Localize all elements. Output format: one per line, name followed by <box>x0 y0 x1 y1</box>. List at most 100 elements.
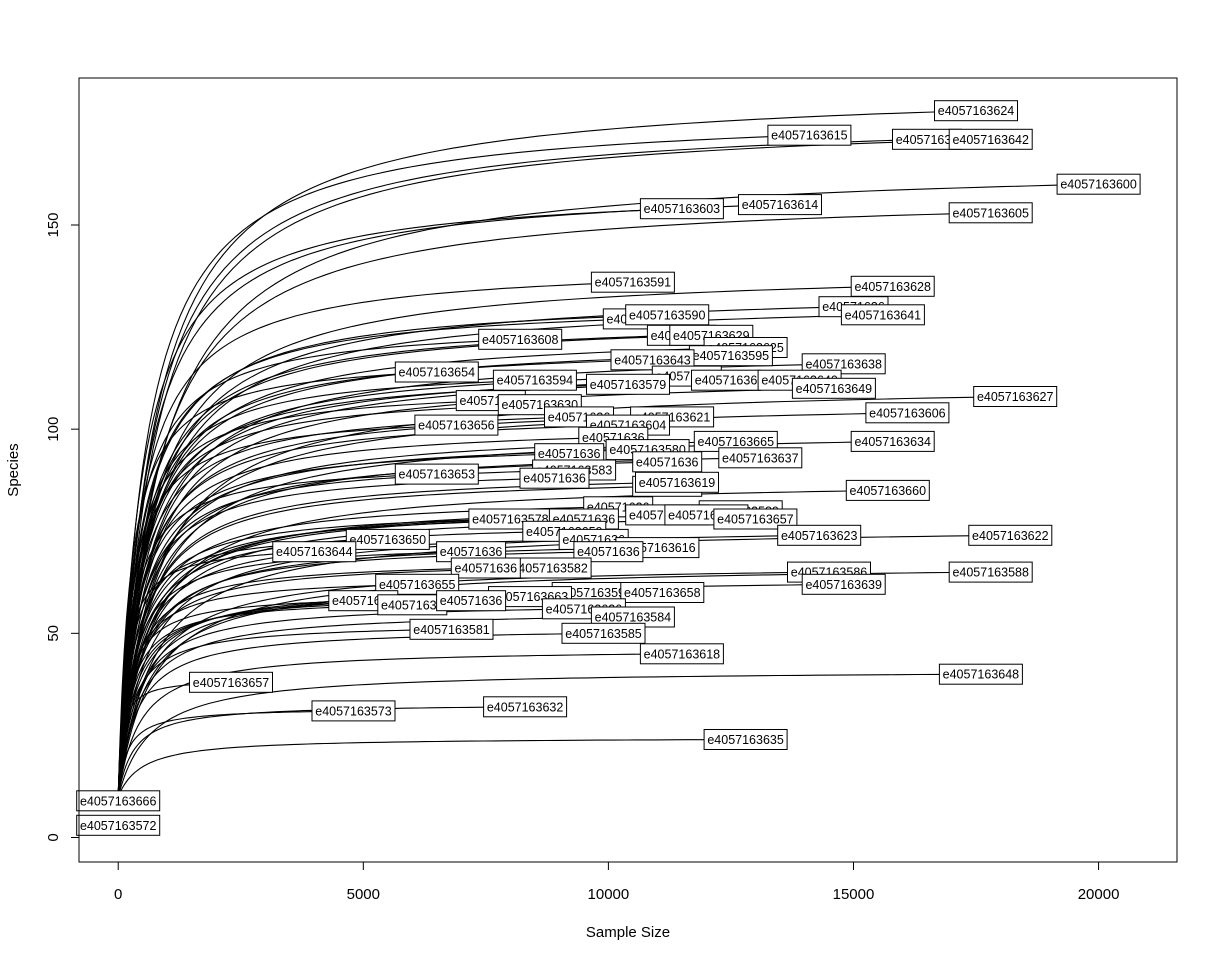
curve-label: e4057163599 <box>551 582 636 603</box>
curve-label: e4057163657 <box>189 671 273 693</box>
curve-label: e4057163660 <box>845 479 930 501</box>
curve-label: e4057163649 <box>791 377 876 399</box>
curve-label-box <box>865 402 950 424</box>
curve-label-box <box>968 524 1053 546</box>
curve-label: e4057163572 <box>76 814 161 836</box>
curve-label: e4057163619 <box>635 471 719 493</box>
rarefaction-curve <box>117 567 550 797</box>
curve-label-text: e4057163599 <box>555 586 632 600</box>
rarefaction-curve <box>117 706 526 797</box>
curve-label-text: e4057163606 <box>869 406 946 420</box>
rarefaction-curve <box>117 424 457 797</box>
curve-label-box <box>311 700 396 722</box>
curve-label-text: e4057163622 <box>972 529 1049 543</box>
curve-label-box <box>573 541 644 563</box>
rarefaction-curve <box>117 371 437 797</box>
curve-label: e4057163579 <box>586 373 670 395</box>
rarefaction-curve <box>117 404 540 797</box>
curve-label-box <box>767 124 852 146</box>
y-axis: 0 50 100 150 <box>45 212 80 842</box>
curve-label-text: e40571636 <box>896 133 959 147</box>
curve-label-box <box>76 790 161 812</box>
curve-label-box <box>635 471 719 493</box>
y-tick-label: 50 <box>45 625 62 642</box>
curve-label-box <box>519 467 590 489</box>
rarefaction-curve <box>117 600 364 797</box>
curve-label-text: e4057163584 <box>595 611 672 625</box>
curve-label-text: e4057163600 <box>1060 178 1137 192</box>
curve-label: e4057163590 <box>625 304 710 326</box>
curve-label-box <box>639 198 724 220</box>
curve-label: e4057163585 <box>561 622 646 644</box>
curve-label-box <box>450 557 521 579</box>
curve-label-text: e40571636 <box>440 594 503 608</box>
curve-label-text: e4057163643 <box>614 353 691 367</box>
curve-label-box <box>394 463 479 485</box>
curve-label: e4057163573 <box>311 700 396 722</box>
curve-label-box <box>590 271 675 293</box>
curve-label-text: e4057163660 <box>850 484 927 498</box>
curve-label: e4057163614 <box>738 194 822 216</box>
curve-label-text: e4057163624 <box>938 104 1015 118</box>
rarefaction-curve <box>117 551 472 797</box>
curve-label-box <box>948 128 1033 150</box>
curve-label-text: e4057163641 <box>845 308 922 322</box>
curve-label-text: e4057163573 <box>315 704 392 718</box>
curve-label: e4057163603 <box>639 198 724 220</box>
curve-label-text: e4057163665 <box>698 435 775 449</box>
curve-label-box <box>850 275 935 297</box>
curve-label: e4057163639 <box>801 573 886 595</box>
rarefaction-curve <box>117 138 991 797</box>
curve-label-text: e4057163634 <box>854 435 931 449</box>
rarefaction-curve <box>117 453 570 797</box>
curve-label: e4057163600 <box>1056 173 1141 195</box>
curve-label: e4057163594 <box>492 369 577 391</box>
rarefaction-curve <box>117 673 981 797</box>
curve-label-box <box>973 386 1058 407</box>
curve-label-text: e4057163653 <box>399 468 476 482</box>
rarefaction-curve <box>117 628 452 797</box>
rarefaction-curve <box>117 591 594 797</box>
curve-label: e40571636 <box>892 128 962 150</box>
curve-label-text: e4057163614 <box>742 198 819 212</box>
curve-label: e4057163606 <box>865 402 950 424</box>
curve-label-text: e4057163581 <box>413 623 490 637</box>
curve-label: e4057163628 <box>850 275 935 297</box>
curve-label-text: e4057163618 <box>644 647 721 661</box>
curve-label-text: e40571636 <box>636 455 699 469</box>
curve-label: e4057163642 <box>948 128 1033 150</box>
curve-label-text: e4057163638 <box>805 357 882 371</box>
curve-label-box <box>436 590 507 612</box>
curve-label: e4057163615 <box>767 124 852 146</box>
curve-label-text: e4057163605 <box>952 206 1029 220</box>
rarefaction-curve <box>117 710 354 797</box>
curve-label-box <box>777 524 862 546</box>
curve-label-box <box>639 643 724 665</box>
curve-label-box <box>272 541 357 563</box>
curve-label-text: e4057163639 <box>805 578 882 592</box>
curve-label: e4057163635 <box>703 729 788 750</box>
curve-label: e4057163638 <box>801 353 886 375</box>
curve-label: e40571636 <box>534 443 605 465</box>
y-tick-label: 0 <box>45 833 62 841</box>
curve-label-box <box>801 353 886 375</box>
curve-label: e4057163665 <box>693 430 778 452</box>
x-tick-label: 20000 <box>1078 886 1120 903</box>
curve-label-box <box>791 377 876 399</box>
curve-label-text: e4057163623 <box>781 529 858 543</box>
curve-label-text: e4057163603 <box>644 202 721 216</box>
curve-label-text: e4057163655 <box>379 578 456 592</box>
rarefaction-curve <box>117 359 653 797</box>
curve-label-box <box>718 447 803 469</box>
curve-label: e4057163627 <box>973 386 1058 407</box>
curve-label: e4057163655 <box>375 573 460 595</box>
rarefaction-curve <box>117 551 315 797</box>
curve-label-text: e40571636 <box>381 598 444 612</box>
curve-label-box <box>934 100 1018 122</box>
curve-label-box <box>414 414 499 436</box>
x-axis-label: Sample Size <box>586 924 670 941</box>
curve-label: e4057163622 <box>968 524 1053 546</box>
curve-label: e4057163648 <box>938 663 1023 685</box>
